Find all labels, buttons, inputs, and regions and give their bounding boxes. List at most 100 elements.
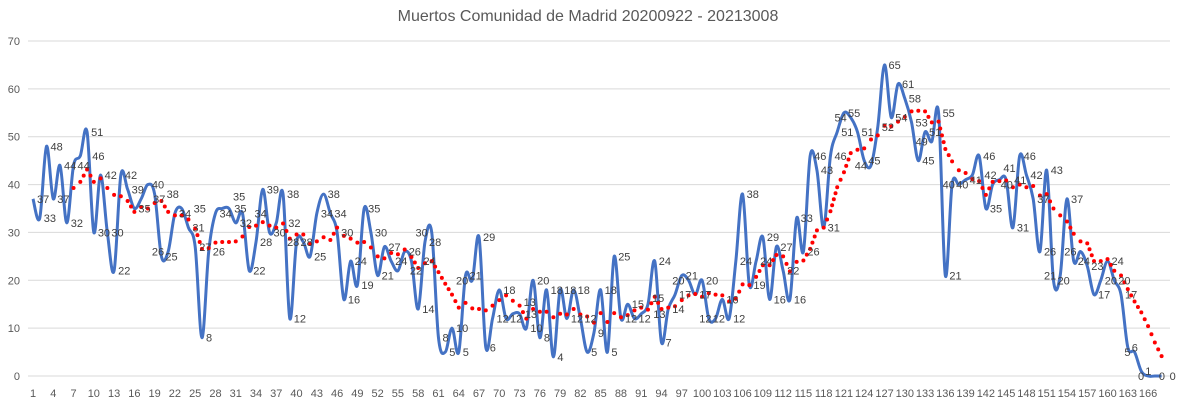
data-label: 20 (1105, 275, 1117, 287)
trendline-dot (491, 304, 495, 308)
trendline-dot (781, 254, 785, 258)
data-label: 55 (848, 108, 860, 120)
trendline-dot (565, 312, 569, 316)
y-tick-label: 70 (8, 36, 20, 48)
data-label: 25 (165, 251, 177, 263)
trendline-dot (220, 240, 224, 244)
data-label: 12 (713, 314, 725, 326)
trendline-dot (82, 174, 86, 178)
x-tick-label: 70 (493, 388, 505, 400)
trendline-dot (558, 312, 562, 316)
trendline-dot (92, 180, 96, 184)
data-label: 53 (916, 117, 928, 129)
trendline-dot (839, 178, 843, 182)
trendline-dot (281, 222, 285, 226)
data-label: 35 (368, 204, 380, 216)
trendline-dot (254, 224, 258, 228)
trendline-dot (457, 306, 461, 310)
data-label: 18 (605, 285, 617, 297)
data-label: 34 (334, 208, 346, 220)
data-label: 18 (551, 285, 563, 297)
trendline-dot (72, 186, 76, 190)
data-label: 12 (584, 314, 596, 326)
trendline-dot (315, 239, 319, 243)
data-label: 20 (672, 275, 684, 287)
trendline-dot (78, 180, 82, 184)
data-label: 0 (1170, 371, 1176, 383)
data-label: 31 (192, 223, 204, 235)
trendline-dot (828, 209, 832, 213)
data-label: 48 (51, 141, 63, 153)
x-tick-label: 118 (815, 388, 833, 400)
data-label: 51 (861, 127, 873, 139)
trendline-dot (810, 241, 814, 245)
trendline-dot (950, 159, 954, 163)
trendline-dot (376, 254, 380, 258)
data-label: 12 (294, 314, 306, 326)
data-label: 12 (497, 314, 509, 326)
data-labels: 3733483744324446513042302242393537403825… (37, 60, 1176, 383)
data-label: 39 (132, 184, 144, 196)
data-label: 12 (699, 314, 711, 326)
data-label: 18 (578, 285, 590, 297)
data-label: 27 (388, 242, 400, 254)
trendline-dot (572, 307, 576, 311)
trendline-dot (511, 299, 515, 303)
data-label: 35 (138, 204, 150, 216)
trendline-dot (774, 253, 778, 257)
x-tick-label: 148 (1017, 388, 1035, 400)
trendline-dot (88, 174, 92, 178)
data-label: 24 (760, 256, 772, 268)
y-tick-label: 40 (8, 180, 20, 192)
data-label: 35 (990, 204, 1002, 216)
x-tick-label: 64 (453, 388, 465, 400)
data-label: 35 (234, 204, 246, 216)
trendline-dot (132, 210, 136, 214)
trendline-dot (842, 170, 846, 174)
data-label: 14 (422, 304, 434, 316)
x-tick-label: 7 (70, 388, 76, 400)
x-tick-label: 121 (835, 388, 853, 400)
trendline-dot (227, 240, 231, 244)
data-label: 44 (64, 160, 76, 172)
data-label: 32 (288, 218, 300, 230)
x-tick-label: 97 (676, 388, 688, 400)
trendline-dot (964, 171, 968, 175)
data-label: 40 (1001, 180, 1013, 192)
trendline-dot (119, 194, 123, 198)
trendline-dot (166, 210, 170, 214)
data-label: 46 (92, 151, 104, 163)
trendline-dot (129, 204, 133, 208)
trendline-dot (849, 151, 853, 155)
x-tick-label: 37 (270, 388, 282, 400)
data-label: 22 (410, 266, 422, 278)
trendline-dot (984, 193, 988, 197)
data-label: 16 (794, 294, 806, 306)
data-label: 24 (659, 256, 671, 268)
data-label: 55 (943, 108, 955, 120)
data-label: 24 (355, 256, 367, 268)
data-label: 13 (525, 309, 537, 321)
data-label: 41 (970, 175, 982, 187)
data-label: 24 (740, 256, 752, 268)
x-tick-label: 157 (1078, 388, 1096, 400)
data-label: 46 (1024, 151, 1036, 163)
trendline-dot (1058, 213, 1062, 217)
data-label: 17 (699, 290, 711, 302)
trendline-dot (484, 308, 488, 312)
data-label: 5 (611, 347, 617, 359)
trendline-dot (268, 224, 272, 228)
data-label: 33 (801, 213, 813, 225)
data-label: 30 (274, 227, 286, 239)
data-label: 37 (1071, 194, 1083, 206)
data-label: 35 (194, 204, 206, 216)
trendline-dot (355, 241, 359, 245)
data-label: 15 (632, 299, 644, 311)
data-label: 27 (199, 242, 211, 254)
trendline-dot (450, 293, 454, 297)
data-label: 24 (395, 256, 407, 268)
trendline-dot (830, 203, 834, 207)
